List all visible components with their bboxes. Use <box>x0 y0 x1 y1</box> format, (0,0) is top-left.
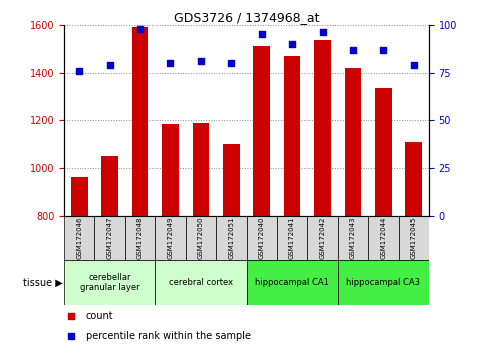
Bar <box>64 261 155 305</box>
Text: tissue ▶: tissue ▶ <box>23 278 63 288</box>
Point <box>167 60 175 66</box>
Bar <box>398 216 429 261</box>
Text: GSM172040: GSM172040 <box>259 217 265 259</box>
Bar <box>253 46 270 216</box>
Text: cerebral cortex: cerebral cortex <box>169 278 233 287</box>
Text: GSM172048: GSM172048 <box>137 217 143 259</box>
Point <box>75 68 83 73</box>
Bar <box>193 122 209 216</box>
Bar <box>345 68 361 216</box>
Point <box>258 32 266 37</box>
Bar <box>71 177 88 216</box>
Point <box>197 58 205 64</box>
Point <box>349 47 357 52</box>
Text: hippocampal CA1: hippocampal CA1 <box>255 278 329 287</box>
Bar <box>277 216 307 261</box>
Point <box>288 41 296 47</box>
Text: percentile rank within the sample: percentile rank within the sample <box>86 331 251 342</box>
Bar <box>307 216 338 261</box>
Point <box>68 334 75 339</box>
Text: GSM172046: GSM172046 <box>76 217 82 259</box>
Bar <box>186 216 216 261</box>
Bar <box>102 156 118 216</box>
Text: GSM172051: GSM172051 <box>228 217 234 259</box>
Bar <box>375 88 391 216</box>
Text: GSM172049: GSM172049 <box>168 217 174 259</box>
Bar <box>338 216 368 261</box>
Bar <box>405 142 422 216</box>
Text: GSM172042: GSM172042 <box>319 217 325 259</box>
Point <box>136 26 144 32</box>
Bar <box>338 261 429 305</box>
Text: GSM172047: GSM172047 <box>106 217 113 259</box>
Text: GSM172044: GSM172044 <box>380 217 387 259</box>
Text: cerebellar
granular layer: cerebellar granular layer <box>80 273 140 292</box>
Text: GSM172045: GSM172045 <box>411 217 417 259</box>
Bar <box>314 40 331 216</box>
Point <box>106 62 113 68</box>
Bar <box>246 216 277 261</box>
Bar <box>368 216 398 261</box>
Text: GSM172043: GSM172043 <box>350 217 356 259</box>
Bar <box>64 216 95 261</box>
Bar <box>216 216 246 261</box>
Point <box>380 47 387 52</box>
Bar <box>155 261 246 305</box>
Bar <box>132 27 148 216</box>
Bar <box>155 216 186 261</box>
Text: GSM172041: GSM172041 <box>289 217 295 259</box>
Bar <box>284 56 300 216</box>
Text: GSM172050: GSM172050 <box>198 217 204 259</box>
Text: count: count <box>86 310 113 321</box>
Title: GDS3726 / 1374968_at: GDS3726 / 1374968_at <box>174 11 319 24</box>
Point <box>227 60 235 66</box>
Bar <box>95 216 125 261</box>
Text: hippocampal CA3: hippocampal CA3 <box>346 278 421 287</box>
Bar <box>162 124 179 216</box>
Bar <box>125 216 155 261</box>
Point <box>318 30 326 35</box>
Bar <box>223 144 240 216</box>
Point <box>68 313 75 319</box>
Point <box>410 62 418 68</box>
Bar <box>246 261 338 305</box>
